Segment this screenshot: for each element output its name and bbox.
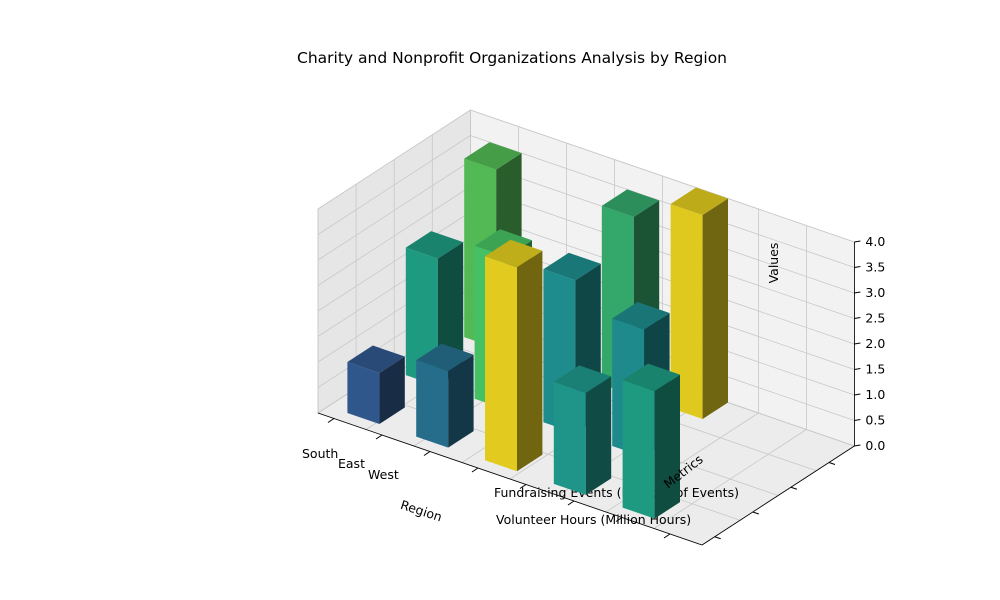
- x-tick-mark: [663, 533, 671, 539]
- bar-side-face: [379, 356, 405, 424]
- y-tick-mark: [790, 486, 798, 490]
- bar: [622, 363, 680, 519]
- z-tick-label: 1.5: [865, 362, 885, 377]
- bar-side-face: [702, 198, 728, 419]
- grid-line: [317, 160, 471, 261]
- z-axis-label: Values: [766, 243, 781, 284]
- z-tick-label: 4.0: [865, 234, 885, 249]
- bar-top-face: [601, 189, 660, 217]
- bar-top-face: [612, 302, 670, 330]
- grid-line: [317, 186, 471, 286]
- z-tick-mark: [854, 240, 861, 243]
- z-tick-mark: [854, 317, 861, 319]
- bar-top-face: [670, 187, 728, 215]
- grid-line: [470, 109, 855, 243]
- z-tick-label: 0.5: [865, 413, 885, 428]
- x-tick-mark: [375, 434, 383, 440]
- x-tick-mark: [423, 451, 431, 456]
- bar-top-face: [543, 252, 601, 281]
- bar-front-face: [553, 381, 586, 495]
- z-tick-mark: [854, 368, 861, 370]
- x-tick-label: West: [368, 467, 399, 482]
- x-axis-line: [317, 412, 703, 546]
- x-tick-label: South: [302, 446, 338, 461]
- bar-top-face: [553, 365, 612, 393]
- bar-front-face: [485, 256, 517, 472]
- bar-top-face: [464, 142, 522, 170]
- bar-front-face: [347, 362, 380, 424]
- z-tick-mark: [854, 342, 861, 345]
- bar-side-face: [585, 376, 612, 495]
- y-tick-mark: [714, 536, 721, 540]
- grid-line: [317, 109, 471, 210]
- bar-group: [347, 142, 728, 519]
- bar: [485, 239, 543, 472]
- x-tick-mark: [327, 418, 335, 423]
- z-tick-label: 3.5: [865, 260, 885, 275]
- z-tick-label: 1.0: [865, 387, 885, 402]
- z-tick-mark: [854, 419, 861, 421]
- z-tick-mark: [854, 291, 861, 294]
- grid-line: [317, 211, 471, 312]
- bar-side-face: [517, 250, 543, 472]
- grid-line: [470, 186, 855, 319]
- bar-top-face: [485, 239, 543, 268]
- bar-top-face: [405, 231, 464, 259]
- y-axis-line: [701, 445, 855, 546]
- bar-front-face: [416, 360, 449, 448]
- x-tick-label: East: [338, 456, 365, 471]
- x-tick-mark: [471, 467, 479, 473]
- bar-side-face: [654, 374, 680, 519]
- y-tick-mark: [828, 462, 836, 465]
- z-tick-mark: [854, 266, 861, 268]
- bar: [416, 343, 474, 448]
- z-tick-label: 0.0: [865, 438, 885, 453]
- bar-top-face: [347, 345, 405, 373]
- bar-top-face: [474, 229, 532, 257]
- bar: [553, 365, 612, 495]
- y-tick-label: Volunteer Hours (Million Hours): [496, 512, 691, 527]
- x-axis-label: Region: [399, 497, 444, 524]
- bar: [670, 187, 728, 419]
- grid-line: [317, 135, 471, 235]
- bar-top-face: [622, 363, 680, 392]
- x-tick-mark: [519, 484, 527, 489]
- z-tick-mark: [854, 444, 861, 447]
- bar-front-face: [670, 204, 703, 419]
- z-tick-label: 2.0: [865, 336, 885, 351]
- y-tick-label: Fundraising Events (Number of Events): [494, 485, 739, 500]
- grid-line: [470, 211, 855, 345]
- grid-line: [470, 160, 855, 294]
- z-tick-label: 3.0: [865, 285, 885, 300]
- bar-side-face: [448, 354, 474, 448]
- z-tick-mark: [854, 393, 861, 396]
- grid-line: [470, 135, 855, 268]
- bar-front-face: [622, 380, 655, 519]
- x-tick-mark: [615, 517, 623, 522]
- z-tick-label: 2.5: [865, 311, 885, 326]
- bar-top-face: [416, 343, 474, 372]
- x-tick-mark: [567, 500, 575, 506]
- bar: [347, 345, 405, 424]
- y-tick-mark: [752, 511, 759, 515]
- chart-title: Charity and Nonprofit Organizations Anal…: [297, 49, 727, 67]
